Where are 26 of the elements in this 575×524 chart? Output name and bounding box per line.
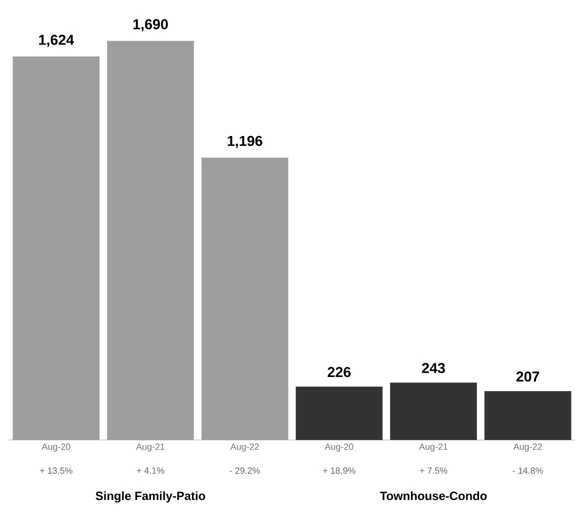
- bar: [107, 40, 194, 440]
- x-tick-label: Aug-21: [419, 444, 448, 452]
- data-label: 1,690: [133, 19, 168, 32]
- text: Single Family-Patio: [96, 491, 206, 503]
- text: - 14.8%: [512, 467, 543, 474]
- bar: [296, 386, 383, 440]
- data-label: 207: [516, 371, 540, 382]
- bar: [12, 56, 100, 440]
- text: + 18.9%: [323, 467, 356, 474]
- data-label: 226: [328, 366, 351, 378]
- data-label: 243: [422, 362, 445, 374]
- text: + 13.5%: [40, 467, 72, 474]
- x-tick-label: Aug-20: [324, 444, 354, 452]
- bar: [201, 158, 288, 440]
- text: + 7.5%: [420, 467, 448, 474]
- x-tick-label: Aug-21: [136, 444, 165, 452]
- data-label: 1,196: [228, 136, 262, 148]
- x-tick-label: Aug-22: [230, 444, 259, 452]
- bar: [484, 391, 572, 440]
- bar: [390, 382, 477, 440]
- x-tick-label: Aug-22: [513, 444, 542, 452]
- text: - 29.2%: [230, 467, 260, 474]
- x-tick-label: Aug-20: [42, 444, 70, 452]
- text: Townhouse-Condo: [380, 491, 487, 500]
- text: + 4.1%: [136, 467, 164, 474]
- data-label: 1,624: [39, 34, 74, 47]
